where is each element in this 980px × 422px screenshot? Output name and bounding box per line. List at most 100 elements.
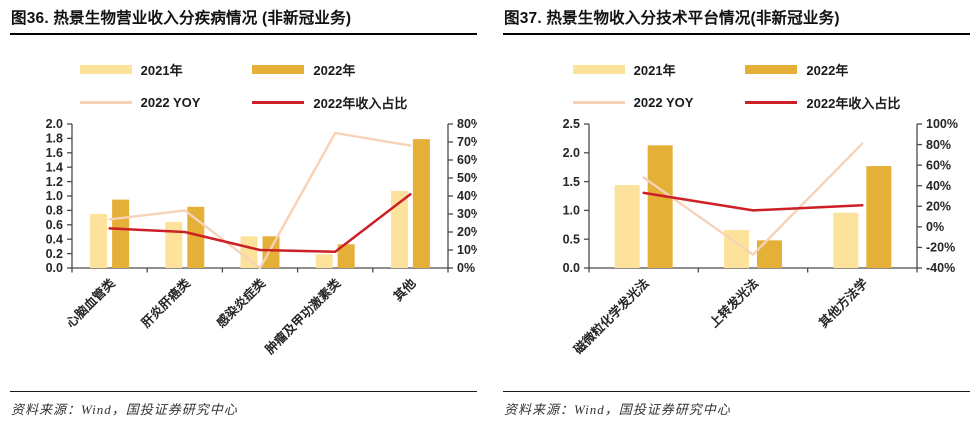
bar bbox=[262, 236, 280, 268]
line-series-0 bbox=[108, 131, 412, 270]
right-axis-label: 80% bbox=[926, 138, 951, 152]
bar-series-1 bbox=[647, 145, 892, 268]
left-axis-label: 2.5 bbox=[563, 117, 580, 131]
left-axis-label: 0.2 bbox=[46, 247, 63, 261]
left-axis-label: 1.4 bbox=[46, 160, 63, 174]
bar bbox=[647, 145, 673, 268]
left-axis-label: 0.0 bbox=[46, 261, 63, 275]
category-label: 心脑血管类 bbox=[63, 275, 118, 330]
line-series-0 bbox=[642, 142, 864, 256]
right-axis-label: 60% bbox=[926, 158, 951, 172]
category-labels: 磁微粒化学发光法 上转发光法 其他方法学 bbox=[570, 275, 871, 357]
right-axis-label: -40% bbox=[926, 261, 955, 275]
combo-chart: 0.0 0.5 1.0 1.5 2.0 2.5 -40% -20% 0% 20% 40% 60% 80%… bbox=[563, 117, 958, 357]
legend-line-swatch bbox=[572, 101, 625, 104]
category-label: 其他方法学 bbox=[816, 275, 871, 330]
left-axis-label: 1.6 bbox=[46, 146, 63, 160]
right-axis-label: 70% bbox=[457, 135, 477, 149]
left-axis-label: 0.8 bbox=[46, 204, 63, 218]
legend-bar-swatch bbox=[252, 65, 305, 74]
right-axis-ticks: 0% 10% 20% 30% 40% 50% 60% 70% 80% bbox=[448, 117, 477, 275]
legend-line-swatch bbox=[79, 101, 132, 104]
chart-legend: 2021年 2022年 2022 YOY 2022年收入占比 bbox=[79, 60, 408, 112]
figure-title: 图37. 热景生物收入分技术平台情况(非新冠业务) bbox=[503, 4, 970, 35]
right-axis-label: 20% bbox=[926, 199, 951, 213]
legend-item: 2022年收入占比 bbox=[745, 93, 900, 112]
right-axis-label: -20% bbox=[926, 241, 955, 255]
line-series-1 bbox=[642, 191, 864, 212]
source-note: 资料来源：Wind，国投证券研究中心 bbox=[503, 391, 970, 422]
bar bbox=[90, 214, 108, 268]
category-label: 感染炎症类 bbox=[213, 275, 268, 330]
legend-line-swatch bbox=[252, 101, 305, 104]
legend-label: 2022年 bbox=[313, 63, 356, 78]
legend-bar-swatch bbox=[572, 65, 625, 74]
left-axis-label: 0.6 bbox=[46, 218, 63, 232]
right-axis-label: 0% bbox=[926, 220, 944, 234]
legend-label: 2022 YOY bbox=[633, 95, 694, 110]
left-axis-label: 1.2 bbox=[46, 175, 63, 189]
legend-item: 2022年 bbox=[745, 60, 900, 79]
source-note: 资料来源：Wind，国投证券研究中心 bbox=[10, 391, 477, 422]
bar bbox=[337, 244, 355, 268]
legend-item: 2022 YOY bbox=[79, 93, 201, 112]
category-label: 上转发光法 bbox=[706, 275, 761, 330]
left-axis-ticks: 0.00.20.40.60.81.01.21.41.61.82.0 bbox=[46, 117, 72, 275]
legend-label: 2022年收入占比 bbox=[806, 96, 901, 111]
bar bbox=[240, 236, 258, 268]
right-axis-label: 10% bbox=[457, 243, 477, 257]
right-axis-label: 20% bbox=[457, 225, 477, 239]
legend-label: 2022年 bbox=[806, 63, 849, 78]
left-axis-label: 0.4 bbox=[46, 232, 63, 246]
category-label: 其他 bbox=[390, 275, 419, 304]
legend-item: 2022年 bbox=[252, 60, 407, 79]
right-axis-label: 50% bbox=[457, 171, 477, 185]
axes bbox=[588, 124, 918, 269]
figure-37-panel: 图37. 热景生物收入分技术平台情况(非新冠业务) 2021年 2022年 2022… bbox=[503, 4, 970, 422]
figure-title: 图36. 热景生物营业收入分疾病情况 (非新冠业务) bbox=[10, 4, 477, 35]
right-axis-ticks: -40% -20% 0% 20% 40% 60% 80% 100% bbox=[917, 117, 958, 275]
bar bbox=[187, 206, 205, 268]
bar bbox=[833, 212, 859, 268]
right-axis-label: 40% bbox=[926, 179, 951, 193]
chart-legend: 2021年 2022年 2022 YOY 2022年收入占比 bbox=[572, 60, 900, 112]
left-axis-label: 0.5 bbox=[563, 232, 580, 246]
left-axis-ticks: 0.0 0.5 1.0 1.5 2.0 2.5 bbox=[563, 117, 589, 275]
left-axis-label: 0.0 bbox=[563, 261, 580, 275]
bar bbox=[315, 254, 333, 268]
combo-chart: 0.00.20.40.60.81.01.21.41.61.82.0 0% 10% 20… bbox=[46, 117, 477, 357]
right-axis-label: 100% bbox=[926, 117, 958, 131]
left-axis-label: 1.8 bbox=[46, 132, 63, 146]
category-label: 磁微粒化学发光法 bbox=[570, 275, 652, 357]
left-axis-label: 1.0 bbox=[46, 189, 63, 203]
legend-item: 2022 YOY bbox=[572, 93, 694, 112]
legend-bar-swatch bbox=[745, 65, 798, 74]
figure-36-panel: 图36. 热景生物营业收入分疾病情况 (非新冠业务) 2021年 2022年 202… bbox=[10, 4, 477, 422]
left-axis-label: 2.0 bbox=[563, 146, 580, 160]
right-axis-label: 60% bbox=[457, 153, 477, 167]
bar bbox=[165, 221, 183, 268]
bar bbox=[390, 190, 408, 268]
bar-series-1 bbox=[112, 139, 430, 268]
right-axis-label: 0% bbox=[457, 261, 475, 275]
left-axis-label: 1.5 bbox=[563, 175, 580, 189]
bottom-axis-ticks bbox=[588, 268, 918, 273]
right-axis-label: 30% bbox=[457, 207, 477, 221]
bar bbox=[866, 166, 892, 268]
category-label: 肿瘤及甲功激素类 bbox=[262, 275, 344, 357]
left-axis-label: 2.0 bbox=[46, 117, 63, 131]
right-axis-label: 40% bbox=[457, 189, 477, 203]
legend-label: 2022 YOY bbox=[140, 95, 201, 110]
legend-label: 2021年 bbox=[633, 63, 676, 78]
legend-label: 2022年收入占比 bbox=[313, 96, 408, 111]
bar bbox=[614, 185, 640, 268]
legend-line-swatch bbox=[745, 101, 798, 104]
bottom-axis-ticks bbox=[71, 268, 449, 273]
category-label: 肝炎肝癌类 bbox=[138, 275, 193, 330]
left-axis-label: 1.0 bbox=[563, 204, 580, 218]
legend-label: 2021年 bbox=[140, 63, 183, 78]
bar bbox=[757, 240, 782, 268]
bar bbox=[112, 199, 130, 268]
bar-series-0 bbox=[90, 190, 408, 268]
